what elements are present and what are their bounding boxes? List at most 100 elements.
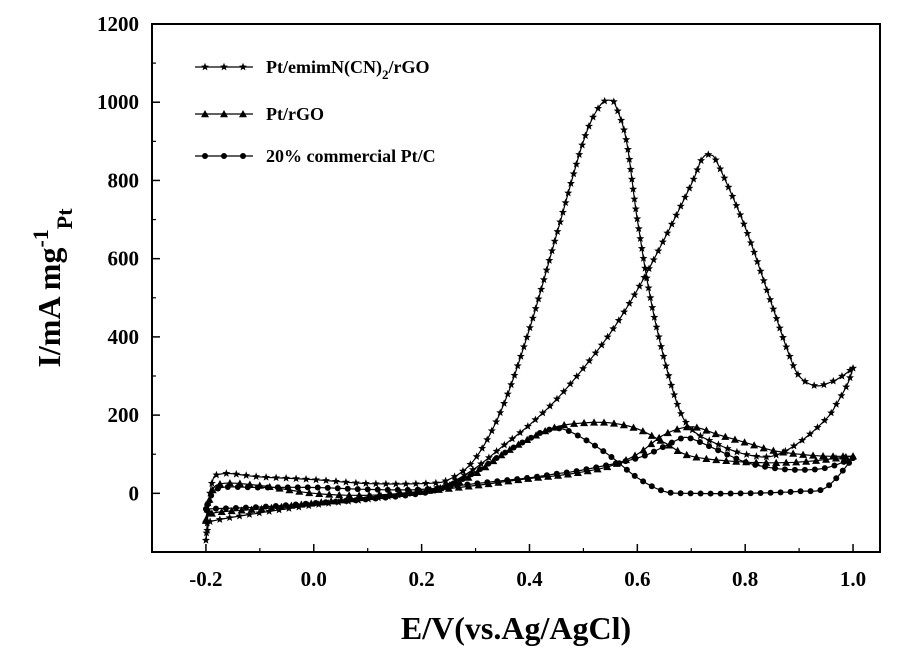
y-tick-label-3: 600: [108, 247, 140, 271]
series-2-reverse-marker-35: [514, 476, 521, 483]
series-1-forward-marker-4: [237, 506, 246, 514]
series-0-reverse-marker-53: [617, 116, 626, 124]
series-0-forward-marker-5: [235, 511, 244, 520]
series-1-reverse-marker-15: [702, 426, 711, 434]
series-0-reverse-marker-83: [516, 352, 525, 360]
series-1-reverse-marker-5: [799, 450, 808, 458]
series-0-forward-marker-26: [442, 480, 451, 488]
series-2-forward-marker-58: [747, 490, 754, 497]
series-2-forward-marker-56: [727, 490, 734, 497]
series-2-reverse-marker-65: [214, 485, 221, 492]
series-0-forward-marker-53: [630, 290, 639, 299]
series-1-forward-marker-64: [812, 456, 821, 464]
series-2-reverse-marker-4: [811, 466, 818, 473]
series-0-forward-marker-38: [538, 408, 547, 417]
series-2-reverse-marker-54: [324, 484, 331, 491]
series-2-reverse-marker-50: [364, 486, 371, 493]
series-1-forward-marker-44: [619, 421, 628, 429]
series-0-reverse-marker-36: [644, 283, 653, 292]
series-0-forward-marker-8: [265, 507, 274, 515]
series-0-forward-marker-43: [572, 372, 581, 380]
series-0-forward-marker-81: [753, 257, 762, 266]
series-1-reverse-marker-9: [759, 444, 768, 452]
series-0-reverse-marker-38: [641, 264, 650, 272]
series-0-reverse-marker-101: [411, 479, 420, 488]
series-2-reverse-marker-39: [474, 480, 481, 487]
series-0-forward-marker-33: [500, 440, 509, 449]
series-0-reverse-marker-16: [732, 447, 741, 456]
series-2-forward-marker-54: [707, 490, 714, 497]
series-0-reverse-marker-98: [441, 476, 450, 485]
series-0-reverse-marker-81: [522, 333, 531, 341]
series-0-forward-marker-85: [766, 295, 775, 304]
series-0-forward-marker-96: [819, 380, 828, 389]
series-0-forward-marker-4: [225, 513, 234, 522]
series-1-reverse-marker-22: [639, 446, 648, 454]
series-2-forward-marker-13: [332, 498, 339, 505]
series-2-reverse-marker-55: [314, 484, 321, 491]
series-0-forward-marker-90: [782, 342, 791, 351]
series-0-reverse-marker-108: [341, 478, 350, 486]
series-0-reverse-marker-52: [620, 125, 628, 134]
y-tick-label-4: 800: [108, 168, 140, 192]
series-2-forward-marker-33: [519, 439, 526, 446]
series-0-reverse-marker-9: [798, 436, 807, 444]
series-0-forward-marker-48: [603, 332, 612, 341]
series-0-reverse-marker-15: [742, 450, 751, 458]
series-0-reverse-marker-88: [500, 399, 509, 407]
series-0-forward-marker-80: [750, 248, 759, 256]
series-0-reverse-marker-59: [584, 122, 593, 130]
series-0-reverse-marker-113: [292, 474, 301, 483]
series-1-forward-marker-3: [227, 506, 236, 515]
series-0-reverse-marker-102: [401, 479, 410, 488]
series-1-reverse-marker-52: [345, 491, 354, 499]
series-0-forward-marker-78: [743, 229, 752, 237]
series-0-reverse-marker-118: [242, 471, 251, 479]
series-2-forward-marker-43: [608, 453, 615, 460]
series-0-reverse-marker-97: [450, 472, 459, 480]
series-2-reverse-marker-46: [404, 486, 411, 493]
series-0-reverse-marker-110: [322, 476, 330, 484]
series-0-forward-marker-86: [769, 304, 778, 313]
series-1-forward-marker-42: [600, 418, 609, 426]
series-2-reverse-marker-48: [384, 486, 391, 493]
y-tick-label-5: 1000: [97, 90, 139, 114]
series-2-forward-marker-19: [392, 493, 399, 500]
series-0-forward-marker-69: [704, 150, 713, 158]
series-2-reverse-marker-8: [771, 465, 778, 472]
series-1-reverse-marker-57: [295, 487, 304, 495]
series-1-reverse-marker-53: [335, 490, 344, 499]
series-2-forward-marker-52: [687, 490, 694, 497]
y-tick-label-0: 0: [129, 481, 140, 505]
series-2-forward-marker-2: [222, 505, 229, 512]
series-0-forward-marker-2: [206, 517, 215, 526]
series-2-forward-marker-50: [667, 489, 674, 496]
legend-label-0: Pt/emimN(CN)2/rGO: [266, 57, 429, 82]
series-0-reverse-marker-62: [575, 150, 584, 159]
series-2-forward-marker-6: [262, 503, 269, 510]
series-0-forward-marker-32: [492, 447, 501, 455]
series-2-reverse-marker-1: [840, 458, 847, 465]
series-2-forward-marker-27: [468, 471, 475, 478]
series-2-forward-marker-14: [342, 497, 349, 504]
series-1-forward-marker-55: [722, 456, 731, 465]
series-0-reverse-marker-106: [361, 479, 370, 487]
series-2-forward-marker-9: [292, 501, 299, 508]
series-0-reverse-marker-84: [513, 361, 522, 370]
series-0-forward-line: [205, 153, 854, 541]
series-group: [201, 96, 858, 544]
series-1-reverse-marker-11: [740, 438, 749, 446]
series-0-reverse-marker-89: [496, 408, 505, 417]
series-0-reverse-line: [205, 99, 854, 541]
series-0-reverse-marker-73: [545, 256, 554, 264]
series-2-reverse-marker-52: [344, 485, 351, 492]
series-2-reverse-marker-30: [563, 469, 570, 476]
y-tick-label-1: 200: [108, 403, 140, 427]
series-0-reverse-marker-70: [553, 227, 562, 235]
series-0-reverse-marker-69: [556, 217, 565, 226]
legend: Pt/emimN(CN)2/rGO Pt/rGO 20% commercial …: [195, 57, 436, 166]
series-2-forward-marker-59: [757, 489, 764, 496]
series-0-forward-marker-70: [711, 155, 720, 164]
x-tick-label-6: 1.0: [840, 567, 866, 591]
